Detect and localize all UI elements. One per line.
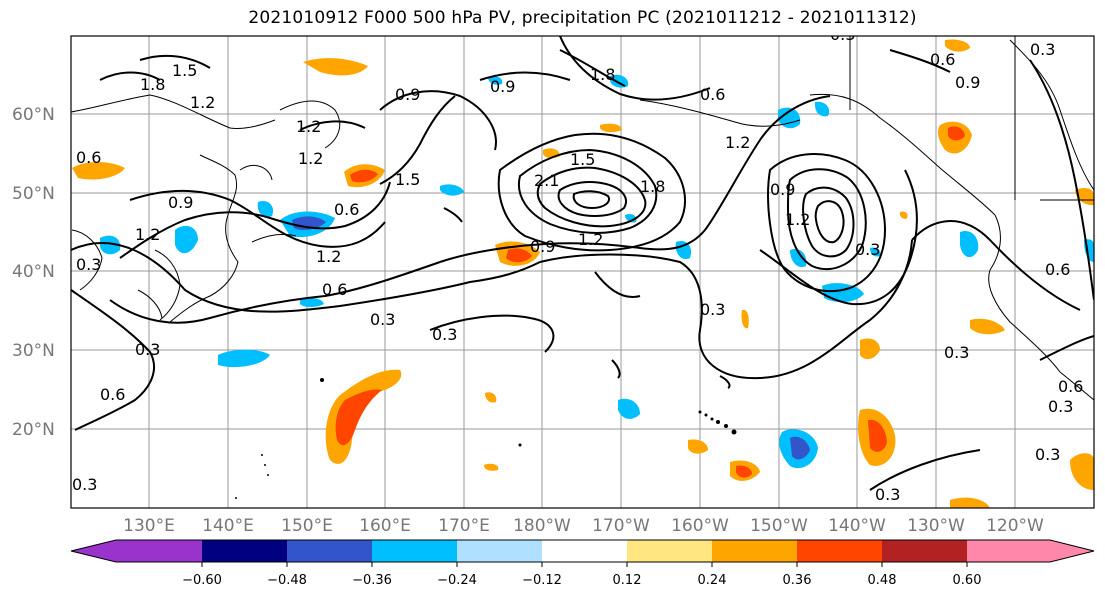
map-border xyxy=(70,35,1095,509)
precip-positive-shading xyxy=(72,39,1094,508)
contour-label: 0.6 xyxy=(930,50,955,69)
contour-label: 1.5 xyxy=(570,150,595,169)
colorbar-tick-label: −0.60 xyxy=(182,573,222,588)
islands xyxy=(235,378,737,499)
colorbar-tick-label: 0.36 xyxy=(783,573,812,588)
colorbar-ticks xyxy=(201,562,968,567)
contour-label: 0.3 xyxy=(855,240,880,259)
colorbar-segment xyxy=(71,540,202,562)
contour-label: 0.3 xyxy=(830,25,855,44)
contour-label: 0.3 xyxy=(1048,397,1073,416)
lat-label: 20°N xyxy=(12,420,55,440)
contour-label: 0.3 xyxy=(135,340,160,359)
longitude-labels: 130°E 140°E 150°E 160°E 170°E 180°W 170°… xyxy=(123,516,1044,536)
map-content: 1.8 1.5 1.2 1.2 1.2 0.9 0.6 0.3 1.2 0.6 … xyxy=(71,25,1094,508)
contour-label: 2.1 xyxy=(534,171,559,190)
colorbar-segment xyxy=(202,540,287,562)
colorbar-segment xyxy=(627,540,712,562)
contour-label: 0.6 xyxy=(76,148,101,167)
contour-label: 1.5 xyxy=(172,61,197,80)
map-title: 2021010912 F000 500 hPa PV, precipitatio… xyxy=(248,8,917,28)
colorbar-tick-label: −0.36 xyxy=(352,573,392,588)
contour-label: 0.9 xyxy=(530,237,555,256)
lat-label: 40°N xyxy=(12,262,55,282)
precip-negative-shading xyxy=(100,74,1094,469)
colorbar-segment xyxy=(372,540,457,562)
colorbar-segment xyxy=(882,540,967,562)
contour-label: 1.2 xyxy=(298,149,323,168)
colorbar-segment xyxy=(287,540,372,562)
lon-label: 150°E xyxy=(281,516,333,536)
contour-label: 0.3 xyxy=(370,310,395,329)
colorbar-tick-label: −0.48 xyxy=(267,573,307,588)
lon-label: 170°W xyxy=(592,516,650,536)
lat-label: 30°N xyxy=(12,341,55,361)
contour-label: 1.2 xyxy=(725,133,750,152)
lon-label: 170°E xyxy=(438,516,490,536)
colorbar: −0.60 −0.48 −0.36 −0.24 −0.12 0.12 0.24 … xyxy=(70,539,1095,588)
contour-label: 1.2 xyxy=(135,225,160,244)
colorbar-tick-label: 0.24 xyxy=(698,573,727,588)
contour-label: 1.2 xyxy=(316,247,341,266)
contour-label: 0.6 xyxy=(1045,260,1070,279)
contour-label: 1.2 xyxy=(578,230,603,249)
colorbar-tick-labels: −0.60 −0.48 −0.36 −0.24 −0.12 0.12 0.24 … xyxy=(182,573,981,588)
contour-label: 0.9 xyxy=(955,73,980,92)
lon-label: 120°W xyxy=(986,516,1044,536)
contour-label: 0.9 xyxy=(490,77,515,96)
contour-label: 0.3 xyxy=(875,485,900,504)
colorbar-segment xyxy=(542,540,627,562)
lat-label: 60°N xyxy=(12,105,55,125)
contour-label: 1.2 xyxy=(296,117,321,136)
colorbar-tick-label: 0.60 xyxy=(953,573,982,588)
lon-label: 150°W xyxy=(750,516,808,536)
contour-label: 1.8 xyxy=(140,75,165,94)
contour-label: 0.9 xyxy=(770,180,795,199)
lon-label: 130°E xyxy=(123,516,175,536)
colorbar-tick-label: 0.48 xyxy=(868,573,897,588)
coastlines xyxy=(71,36,1094,401)
contour-label: 1.8 xyxy=(640,177,665,196)
lon-label: 140°E xyxy=(202,516,254,536)
contour-label: 0.3 xyxy=(944,343,969,362)
lon-label: 160°E xyxy=(359,516,411,536)
contour-label: 1.5 xyxy=(395,170,420,189)
pv-contours xyxy=(71,36,1094,491)
colorbar-segment xyxy=(457,540,542,562)
lon-label: 140°W xyxy=(828,516,886,536)
contour-label: 0.3 xyxy=(72,475,97,494)
lon-label: 160°W xyxy=(671,516,729,536)
contour-label: 0.9 xyxy=(395,85,420,104)
map-area xyxy=(71,36,1094,508)
colorbar-tick-label: 0.12 xyxy=(613,573,642,588)
colorbar-segment xyxy=(967,540,1094,562)
contour-label: 1.8 xyxy=(590,65,615,84)
colorbar-segment xyxy=(797,540,882,562)
graticule xyxy=(71,36,1094,508)
contour-label: 0.6 xyxy=(700,85,725,104)
colorbar-tick-label: −0.12 xyxy=(522,573,562,588)
contour-label: 0.6 xyxy=(322,280,347,299)
latitude-labels: 60°N 50°N 40°N 30°N 20°N xyxy=(12,105,55,440)
lon-label: 180°W xyxy=(513,516,571,536)
colorbar-outline xyxy=(70,539,1095,563)
contour-label: 0.3 xyxy=(1035,445,1060,464)
colorbar-segment xyxy=(712,540,797,562)
lon-label: 130°W xyxy=(907,516,965,536)
contour-label: 1.2 xyxy=(785,210,810,229)
contour-label: 0.6 xyxy=(100,385,125,404)
colorbar-tick-label: −0.24 xyxy=(437,573,477,588)
contour-label: 0.6 xyxy=(1058,377,1083,396)
contour-label: 0.3 xyxy=(76,255,101,274)
contour-label: 0.6 xyxy=(334,200,359,219)
contour-labels: 1.8 1.5 1.2 1.2 1.2 0.9 0.6 0.3 1.2 0.6 … xyxy=(72,25,1083,504)
lat-label: 50°N xyxy=(12,184,55,204)
contour-label: 0.3 xyxy=(432,325,457,344)
contour-label: 0.3 xyxy=(1030,40,1055,59)
contour-label: 0.9 xyxy=(168,193,193,212)
contour-label: 0.3 xyxy=(700,300,725,319)
contour-label: 1.2 xyxy=(190,93,215,112)
